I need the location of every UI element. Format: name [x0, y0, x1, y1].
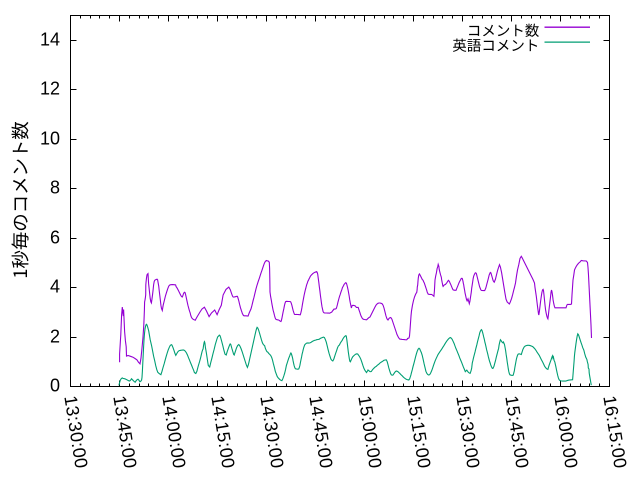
svg-text:6: 6	[50, 227, 60, 247]
svg-text:4: 4	[50, 276, 60, 296]
svg-text:8: 8	[50, 177, 60, 197]
svg-text:2: 2	[50, 326, 60, 346]
svg-text:12: 12	[40, 78, 60, 98]
svg-text:0: 0	[50, 375, 60, 395]
svg-text:10: 10	[40, 128, 60, 148]
svg-text:14: 14	[40, 29, 60, 49]
